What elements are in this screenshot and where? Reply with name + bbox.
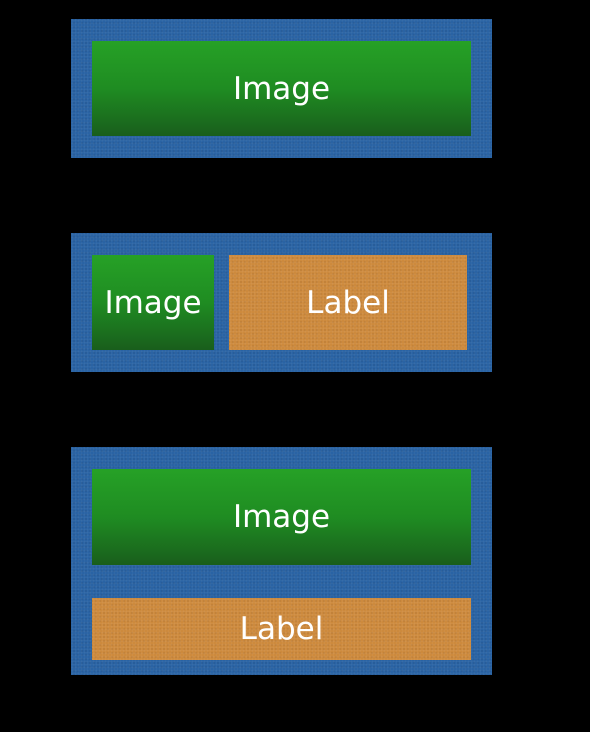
- image-placeholder: Image: [92, 469, 471, 565]
- label-placeholder: Label: [92, 598, 471, 660]
- label-placeholder: Label: [229, 255, 467, 350]
- layout-image-only: Image: [71, 19, 492, 158]
- image-placeholder: Image: [92, 255, 214, 350]
- layout-image-top-label-bottom: Image Label: [71, 447, 492, 675]
- image-placeholder: Image: [92, 41, 471, 136]
- layout-image-left-label-right: Image Label: [71, 233, 492, 372]
